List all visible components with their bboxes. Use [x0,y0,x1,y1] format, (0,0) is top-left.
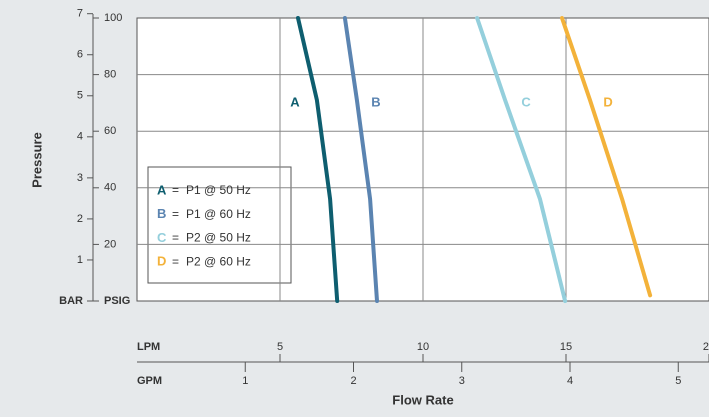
curve [475,16,568,303]
x-tick-label: 15 [560,341,572,353]
y-tick-label: PSIG [104,295,130,307]
y2-tick-label: 6 [77,49,83,61]
x-tick-label: 10 [417,341,429,353]
x2-tick-label: 1 [242,375,248,387]
x-tick-label: 5 [277,341,283,353]
legend-separator: = [172,231,179,245]
y2-tick-label: 3 [77,172,83,184]
legend-separator: = [172,254,179,268]
x2-tick-label: 5 [675,375,681,387]
legend-text: P2 @ 60 Hz [186,254,251,268]
y-tick-label: 20 [104,238,116,250]
legend [147,166,292,284]
y2-tick-label: 7 [77,8,83,20]
y-tick-label: 60 [104,125,116,137]
legend-text: P1 @ 60 Hz [186,207,251,221]
y-axis-label: Pressure [29,132,44,188]
legend-separator: = [172,207,179,221]
legend-separator: = [172,183,179,197]
y-tick-label: 100 [104,12,122,24]
y2-tick-label: 4 [77,131,83,143]
x-tick-label: LPM [137,341,160,353]
legend-text: P1 @ 50 Hz [186,183,251,197]
curve [296,16,340,303]
x2-tick-label: GPM [137,375,162,387]
curve-label: A [290,94,300,109]
x-axis-label: Flow Rate [392,392,453,407]
legend-text: P2 @ 50 Hz [186,231,251,245]
x2-tick-label: 3 [459,375,465,387]
legend-key: B [157,206,166,221]
x2-tick-label: 2 [350,375,356,387]
legend-key: D [157,254,166,269]
curve [560,16,653,298]
legend-key: A [157,182,167,197]
x2-tick-label: 4 [567,375,573,387]
legend-key: C [157,230,167,245]
x-tick-label: 20 [703,341,709,353]
curve [342,16,379,303]
y2-tick-label: BAR [59,295,83,307]
y-tick-label: 80 [104,69,116,81]
y2-tick-label: 5 [77,90,83,102]
curve-label: D [603,94,612,109]
y2-tick-label: 2 [77,213,83,225]
curve-label: C [521,94,531,109]
y2-tick-label: 1 [77,254,83,266]
curve-label: B [371,94,380,109]
y-tick-label: 40 [104,182,116,194]
